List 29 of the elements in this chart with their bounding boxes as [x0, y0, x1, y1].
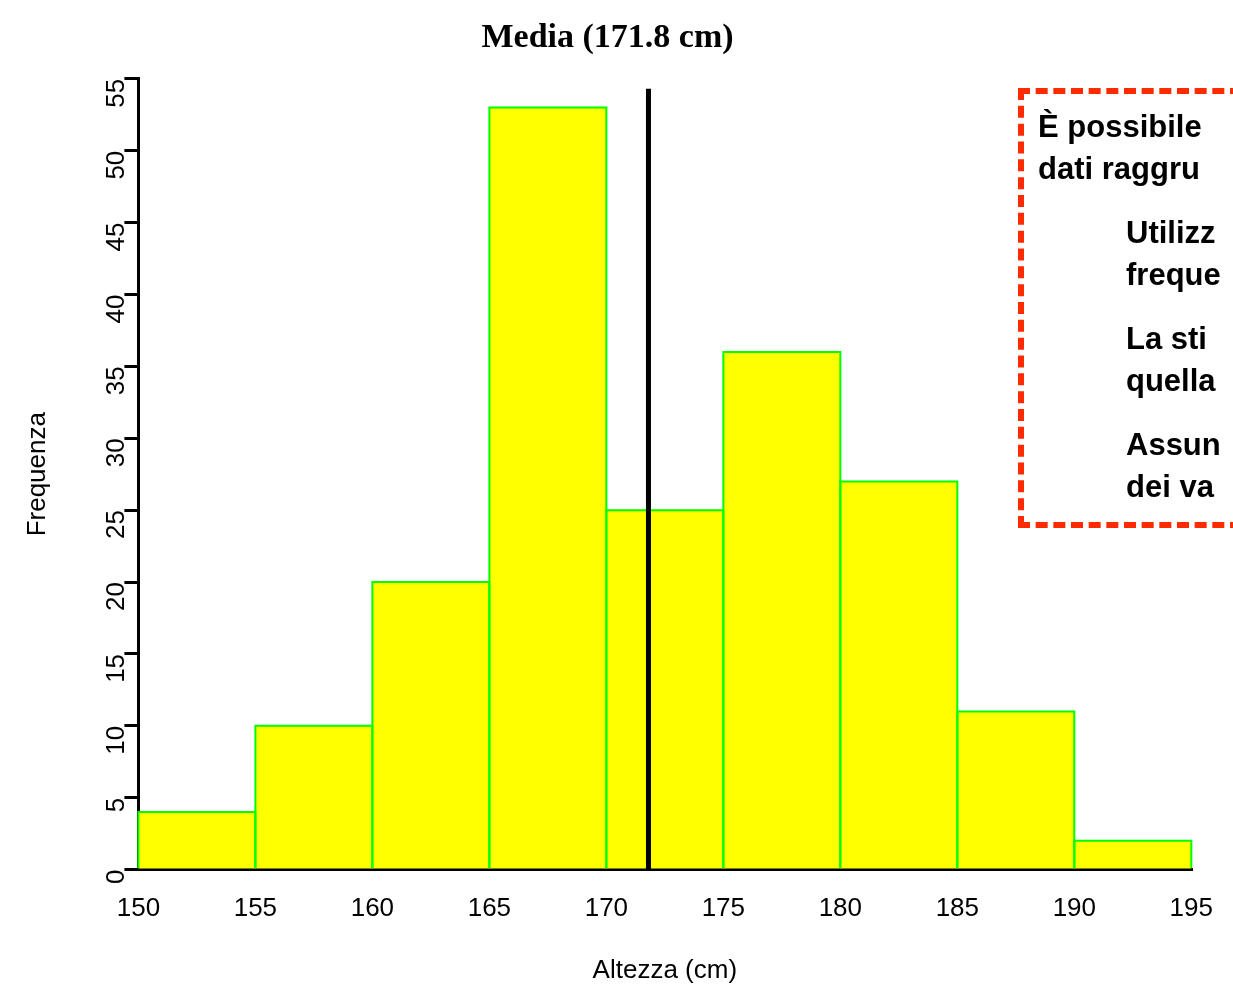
y-tick-label: 25 — [99, 510, 130, 540]
x-tick-label: 165 — [467, 892, 512, 923]
x-tick-label: 180 — [818, 892, 863, 923]
x-tick-label: 170 — [584, 892, 629, 923]
y-tick-label: 30 — [99, 438, 130, 468]
chart-title: Media (171.8 cm) — [481, 17, 734, 56]
y-tick-label: 15 — [99, 653, 130, 683]
x-tick-label: 150 — [116, 892, 161, 923]
y-tick-label: 5 — [99, 797, 130, 813]
y-tick-label: 45 — [99, 222, 130, 252]
x-tick-label: 160 — [350, 892, 395, 923]
y-tick-label: 10 — [99, 725, 130, 755]
x-axis-title: Altezza (cm) — [592, 953, 738, 984]
y-tick-label: 0 — [99, 869, 130, 885]
y-tick-label: 40 — [99, 294, 130, 324]
y-tick-label: 20 — [99, 582, 130, 611]
y-tick-label: 50 — [99, 150, 130, 180]
annotation: Assun dei va — [1126, 426, 1222, 506]
annotation: Utilizz freque — [1126, 214, 1222, 294]
y-tick-label: 35 — [99, 366, 130, 396]
x-tick-label: 195 — [1169, 892, 1214, 923]
y-axis-title: Frequenza — [20, 411, 51, 537]
annotation: È possibile dati raggru — [1038, 108, 1203, 188]
y-tick-label: 55 — [99, 78, 130, 108]
x-tick-label: 175 — [701, 892, 746, 923]
x-tick-label: 190 — [1052, 892, 1097, 923]
annotation: La sti quella — [1126, 320, 1217, 400]
x-tick-label: 155 — [233, 892, 278, 923]
x-tick-label: 185 — [935, 892, 980, 923]
